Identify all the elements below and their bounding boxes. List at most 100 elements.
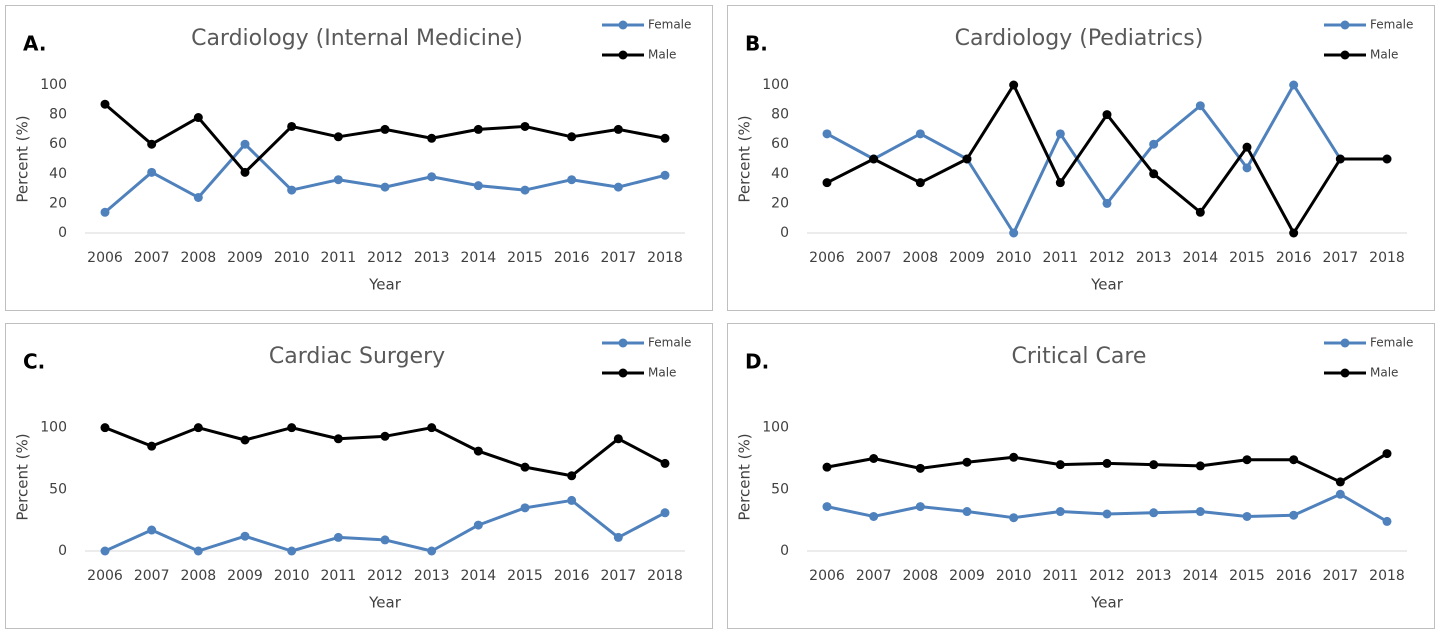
x-tick-label: 2008: [181, 568, 217, 584]
point: [1055, 178, 1065, 188]
point: [287, 423, 297, 433]
x-axis-title: Year: [368, 276, 402, 294]
y-tick-label: 100: [40, 420, 67, 436]
point: [240, 167, 250, 177]
y-axis-title: Percent (%): [736, 115, 754, 202]
point: [1382, 516, 1392, 526]
x-tick-label: 2006: [809, 250, 845, 266]
point: [1195, 507, 1205, 517]
point: [1242, 163, 1252, 173]
panel-label: C.: [23, 350, 45, 374]
x-tick-label: 2010: [996, 250, 1032, 266]
point: [869, 511, 879, 521]
x-tick-label: 2012: [1089, 250, 1125, 266]
point: [1195, 461, 1205, 471]
point: [193, 192, 203, 202]
point: [869, 154, 879, 164]
point: [660, 133, 670, 143]
y-tick-label: 0: [780, 543, 789, 559]
point: [380, 535, 390, 545]
x-tick-label: 2007: [134, 250, 170, 266]
legend-marker: [618, 338, 628, 348]
point: [869, 454, 879, 463]
x-tick-label: 2016: [1276, 250, 1312, 266]
point: [1335, 154, 1345, 164]
x-tick-label: 2015: [507, 568, 543, 584]
point: [1009, 80, 1019, 90]
y-tick-label: 80: [771, 107, 789, 123]
panel: D. Critical Care 0 50 100 2006 2007 2008 2009 201…: [727, 323, 1435, 629]
panel-border: [727, 5, 1435, 311]
point: [962, 507, 972, 517]
legend-label: Female: [1370, 336, 1413, 350]
legend-marker: [618, 368, 628, 378]
point: [240, 435, 250, 445]
legend-label: Male: [1370, 366, 1398, 380]
legend-label: Female: [648, 336, 691, 350]
point: [613, 434, 623, 444]
point: [1335, 489, 1345, 499]
x-tick-label: 2018: [1369, 250, 1405, 266]
point: [380, 182, 390, 192]
point: [1009, 452, 1019, 462]
x-tick-label: 2007: [856, 568, 892, 584]
point: [567, 132, 577, 142]
legend-marker: [618, 50, 628, 60]
point: [1149, 508, 1159, 518]
legend-label: Male: [648, 48, 676, 62]
panel-border: [727, 323, 1435, 629]
x-tick-label: 2016: [554, 568, 590, 584]
panel-label: B.: [745, 32, 768, 56]
point: [822, 178, 832, 188]
x-tick-label: 2009: [227, 250, 263, 266]
chart-title: Critical Care: [1012, 344, 1147, 369]
x-tick-label: 2010: [274, 568, 310, 584]
point: [380, 124, 390, 134]
x-tick-label: 2008: [903, 568, 939, 584]
y-tick-label: 0: [58, 225, 67, 241]
x-tick-label: 2018: [647, 568, 683, 584]
legend-label: Male: [648, 366, 676, 380]
point: [962, 154, 972, 164]
y-axis-title: Percent (%): [736, 433, 754, 520]
point: [380, 431, 390, 441]
y-axis-title: Percent (%): [14, 433, 32, 520]
legend-label: Female: [648, 18, 691, 32]
x-tick-label: 2014: [1183, 568, 1219, 584]
point: [520, 121, 530, 131]
x-tick-label: 2018: [647, 250, 683, 266]
x-tick-label: 2009: [949, 250, 985, 266]
point: [1382, 154, 1392, 164]
y-tick-label: 100: [40, 77, 67, 93]
point: [822, 129, 832, 139]
x-tick-label: 2015: [1229, 250, 1265, 266]
point: [1055, 507, 1065, 517]
point: [473, 446, 483, 456]
x-tick-label: 2013: [1136, 568, 1172, 584]
point: [613, 532, 623, 542]
point: [1102, 198, 1112, 208]
y-tick-label: 60: [771, 136, 789, 152]
legend-marker: [1340, 50, 1350, 60]
x-tick-label: 2013: [414, 250, 450, 266]
point: [1009, 228, 1019, 238]
x-axis-title: Year: [368, 594, 402, 612]
x-tick-label: 2014: [461, 250, 497, 266]
point: [613, 182, 623, 192]
x-tick-label: 2011: [321, 250, 357, 266]
panel: A. Cardiology (Internal Medicine) 0 20 40 60 8…: [5, 5, 713, 311]
point: [333, 532, 343, 542]
point: [240, 531, 250, 541]
x-tick-label: 2006: [87, 568, 123, 584]
y-tick-label: 80: [49, 107, 67, 123]
point: [1242, 142, 1252, 152]
x-tick-label: 2014: [1183, 250, 1219, 266]
x-tick-label: 2015: [1229, 568, 1265, 584]
point: [520, 503, 530, 513]
y-tick-label: 60: [49, 136, 67, 152]
x-tick-label: 2016: [1276, 568, 1312, 584]
x-tick-label: 2010: [274, 250, 310, 266]
point: [1195, 101, 1205, 111]
point: [1102, 458, 1112, 468]
point: [962, 457, 972, 467]
